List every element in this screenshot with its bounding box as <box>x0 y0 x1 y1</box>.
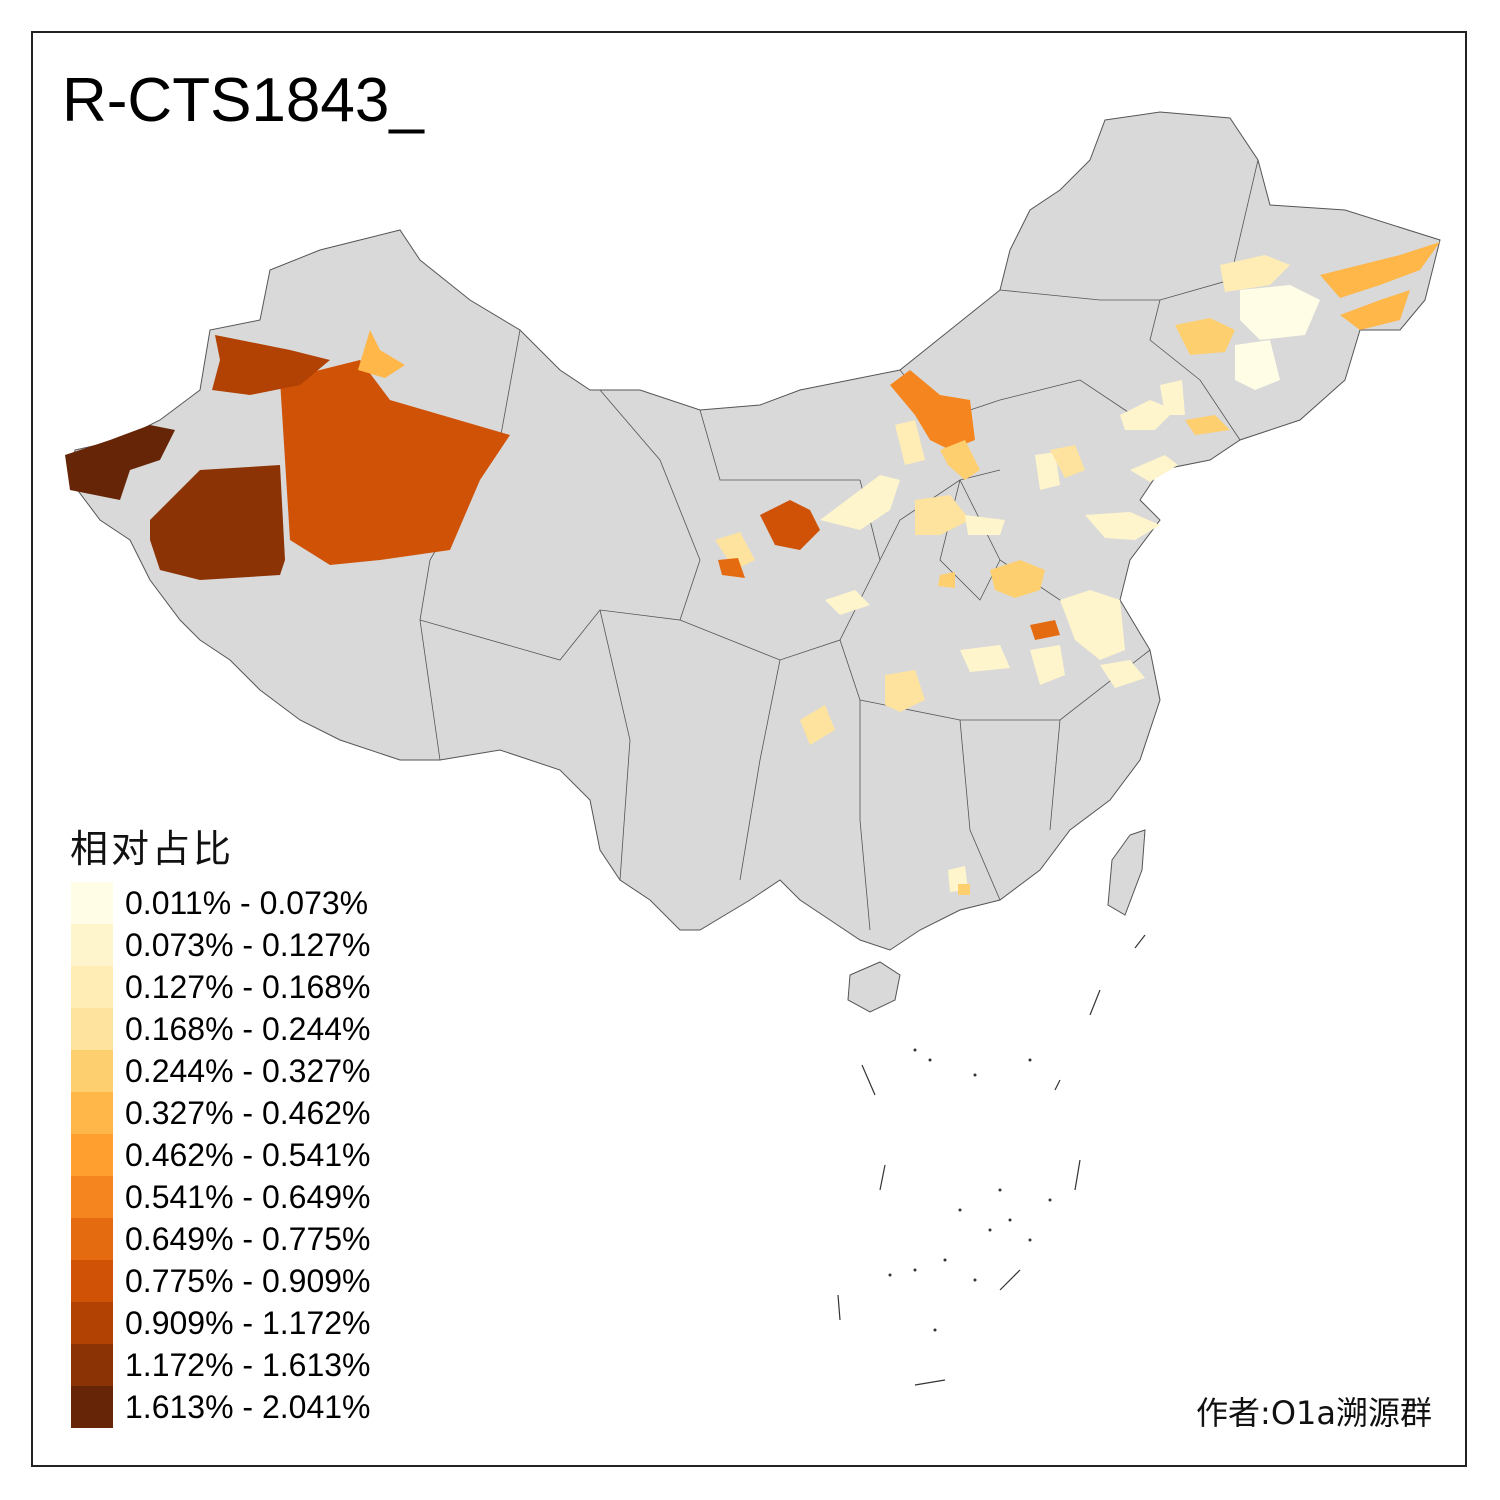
region-liaoning-south <box>1130 455 1178 482</box>
legend-swatch <box>71 966 113 1008</box>
hainan-island <box>847 961 901 1013</box>
region-heilongjiang-north <box>1220 255 1290 292</box>
region-jilin-mid <box>1235 340 1280 390</box>
region-altay <box>358 330 405 378</box>
legend-item: 1.613% - 2.041% <box>71 1386 371 1428</box>
legend-item: 0.649% - 0.775% <box>71 1218 371 1260</box>
legend-item: 0.909% - 1.172% <box>71 1302 371 1344</box>
china-landmass <box>69 111 1441 951</box>
region-shanxi-mid <box>915 495 970 535</box>
region-anhui <box>1030 620 1060 640</box>
legend-item: 0.244% - 0.327% <box>71 1050 371 1092</box>
region-kashgar <box>65 425 175 500</box>
legend-label: 1.172% - 1.613% <box>125 1346 371 1383</box>
region-henan-south <box>960 645 1010 672</box>
region-ili <box>212 335 330 395</box>
region-anhui-south <box>1030 645 1065 685</box>
map-frame <box>31 31 1467 1467</box>
legend-item: 0.011% - 0.073% <box>71 882 371 924</box>
legend-label: 1.613% - 2.041% <box>125 1388 371 1425</box>
author-credit: 作者:O1a溯源群 <box>1196 1394 1432 1432</box>
legend-item: 1.172% - 1.613% <box>71 1344 371 1386</box>
legend-swatch <box>71 1302 113 1344</box>
legend-label: 0.168% - 0.244% <box>125 1010 371 1047</box>
region-tianjin <box>1050 445 1085 478</box>
legend-item: 0.073% - 0.127% <box>71 924 371 966</box>
legend-swatch <box>71 1260 113 1302</box>
legend-label: 0.775% - 0.909% <box>125 1262 371 1299</box>
colored-regions <box>65 242 1440 895</box>
region-bayingolin <box>280 360 510 565</box>
region-ningxia <box>760 500 820 550</box>
legend-item: 0.168% - 0.244% <box>71 1008 371 1050</box>
region-gansu-1 <box>715 532 755 570</box>
legend-label: 0.327% - 0.462% <box>125 1094 371 1131</box>
region-shanxi-east <box>965 515 1005 535</box>
region-shanxi-north <box>895 420 925 465</box>
legend-swatch <box>71 1218 113 1260</box>
map-title: R-CTS1843_ <box>62 66 424 135</box>
region-guangdong-2 <box>958 884 970 895</box>
taiwan-island <box>1107 829 1146 916</box>
legend-label: 0.462% - 0.541% <box>125 1136 371 1173</box>
legend-swatch <box>71 1134 113 1176</box>
region-hebei-south <box>1035 452 1060 490</box>
region-shaanxi-south <box>825 590 870 615</box>
legend-label: 0.909% - 1.172% <box>125 1304 371 1341</box>
legend-label: 0.541% - 0.649% <box>125 1178 371 1215</box>
legend-swatch <box>71 1386 113 1428</box>
legend-item: 0.462% - 0.541% <box>71 1134 371 1176</box>
legend-label: 0.244% - 0.327% <box>125 1052 371 1089</box>
region-hubei <box>885 670 925 712</box>
region-liaoning-east <box>1185 415 1230 435</box>
legend-swatch <box>71 1008 113 1050</box>
island-dots <box>888 1048 1052 1332</box>
region-gansu-2 <box>718 558 745 578</box>
legend-swatch <box>71 1092 113 1134</box>
region-jiangsu-north <box>1060 590 1125 660</box>
legend-item: 0.775% - 0.909% <box>71 1260 371 1302</box>
region-sichuan <box>800 705 835 745</box>
legend-swatch <box>71 1050 113 1092</box>
region-henan-east <box>990 560 1045 598</box>
legend-item: 0.327% - 0.462% <box>71 1092 371 1134</box>
legend-item: 0.127% - 0.168% <box>71 966 371 1008</box>
region-shandong-coast <box>1085 512 1160 540</box>
region-heilongjiang-se <box>1340 290 1410 330</box>
region-jilin-west <box>1175 318 1235 355</box>
region-shanxi-south <box>938 572 955 588</box>
legend-swatch <box>71 1344 113 1386</box>
legend-label: 0.127% - 0.168% <box>125 968 371 1005</box>
south-sea-islands <box>837 934 1146 1386</box>
region-liaoning-mid <box>1160 380 1185 415</box>
region-heilongjiang-east <box>1320 242 1440 298</box>
legend: 0.011% - 0.073% 0.073% - 0.127% 0.127% -… <box>71 882 371 1428</box>
legend-title: 相对占比 <box>70 827 235 871</box>
legend-label: 0.011% - 0.073% <box>125 884 369 921</box>
region-hotan <box>150 465 285 580</box>
region-heilongjiang-mid <box>1240 285 1320 340</box>
region-shaanxi-north <box>820 475 900 530</box>
region-jiangsu-south <box>1100 660 1145 688</box>
legend-swatch <box>71 882 113 924</box>
legend-label: 0.073% - 0.127% <box>125 926 371 963</box>
legend-swatch <box>71 924 113 966</box>
region-hebei-chengde <box>940 440 980 480</box>
region-hebei-zhangjiakou <box>890 370 975 450</box>
region-liaoning-west <box>1120 400 1175 430</box>
legend-item: 0.541% - 0.649% <box>71 1176 371 1218</box>
legend-swatch <box>71 1176 113 1218</box>
legend-label: 0.649% - 0.775% <box>125 1220 371 1257</box>
